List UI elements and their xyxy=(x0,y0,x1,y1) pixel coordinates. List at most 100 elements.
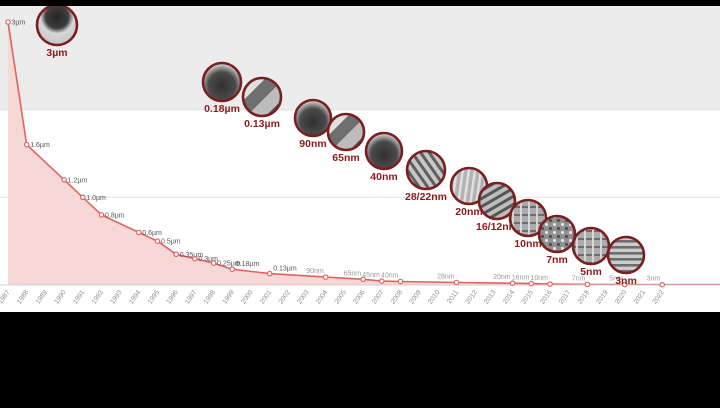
milestone-image xyxy=(606,235,646,275)
milestone-label: 28/22nm xyxy=(405,191,447,203)
point-label: 0.18µm xyxy=(236,261,260,268)
milestone-image xyxy=(405,149,447,191)
data-point-marker xyxy=(360,276,366,283)
data-point-marker xyxy=(547,281,553,287)
year-tick-label: 2015 xyxy=(521,289,536,306)
letterbox-bottom xyxy=(0,312,720,408)
year-tick-label: 2004 xyxy=(315,289,330,306)
point-label: 1.0µm xyxy=(86,195,106,202)
milestone-image xyxy=(326,112,366,152)
milestone-label: 7nm xyxy=(546,254,568,266)
data-point-marker xyxy=(80,194,86,201)
milestone-image xyxy=(241,76,283,118)
point-label: 3nm xyxy=(647,276,661,283)
point-label: 0.5µm xyxy=(161,239,181,246)
data-point-marker xyxy=(397,278,404,285)
point-label: 1.2µm xyxy=(68,177,88,184)
data-point-marker xyxy=(229,266,236,273)
data-point-marker xyxy=(584,281,591,288)
milestone: 7nm xyxy=(537,214,577,266)
year-tick-label: 1991 xyxy=(72,289,87,306)
point-label: 65nm xyxy=(344,270,362,277)
milestone: 10nm xyxy=(508,198,548,250)
year-tick-label: 2006 xyxy=(352,289,367,306)
point-label: 10nm xyxy=(530,275,548,282)
milestone: 40nm xyxy=(364,131,404,183)
year-tick-label: 2005 xyxy=(334,289,349,306)
year-tick-label: 2022 xyxy=(651,289,666,306)
point-label: 0.3µm xyxy=(198,256,218,263)
milestone: 3µm xyxy=(35,6,79,59)
point-label: 40nm xyxy=(381,273,399,280)
milestone-image xyxy=(571,226,611,266)
milestone: 0.13µm xyxy=(241,76,283,130)
data-point-marker xyxy=(659,281,666,288)
milestone-label: 10nm xyxy=(514,238,541,250)
point-label: 16nm xyxy=(512,275,530,282)
year-tick-label: 1995 xyxy=(147,289,162,306)
milestone-image xyxy=(201,61,243,103)
point-label: 0.6µm xyxy=(142,230,162,237)
year-tick-label: 2021 xyxy=(633,289,648,306)
data-point-marker xyxy=(136,229,142,236)
point-label: 0.35µm xyxy=(180,252,204,259)
milestone-label: 5nm xyxy=(580,266,602,278)
year-tick-label: 1992 xyxy=(91,289,106,306)
year-tick-label: 2003 xyxy=(296,289,311,306)
milestone-image xyxy=(35,6,79,47)
milestone: 65nm xyxy=(326,112,366,164)
milestone-image xyxy=(364,131,404,171)
milestone-label: 20nm xyxy=(455,206,482,218)
point-label: 20nm xyxy=(493,274,511,281)
point-label: 0.13µm xyxy=(273,266,297,273)
year-tick-label: 2010 xyxy=(427,289,442,306)
milestone-image xyxy=(508,198,548,238)
year-tick-label: 2012 xyxy=(465,289,480,306)
year-tick-label: 2020 xyxy=(614,289,629,306)
milestone: 16/12nm xyxy=(476,181,518,233)
data-point-marker xyxy=(509,280,516,287)
data-point-marker xyxy=(453,279,460,286)
data-point-marker xyxy=(98,212,105,218)
year-tick-label: 1988 xyxy=(16,289,31,306)
data-point-marker xyxy=(173,251,180,258)
year-tick-label: 1993 xyxy=(109,289,124,306)
year-tick-label: 2001 xyxy=(259,289,274,306)
milestone: 90nm xyxy=(293,98,333,150)
year-tick-label: 1994 xyxy=(128,289,143,306)
point-label: 0.8µm xyxy=(105,212,125,219)
year-tick-label: 2008 xyxy=(390,289,405,306)
data-point-marker xyxy=(322,274,329,280)
data-point-marker xyxy=(621,281,628,288)
point-label: 3µm xyxy=(12,20,26,27)
year-tick-label: 2017 xyxy=(558,289,573,306)
plot-band-upper xyxy=(0,6,720,110)
milestone: 28/22nm xyxy=(405,149,447,203)
data-point-marker xyxy=(154,238,161,245)
year-tick-label: 1996 xyxy=(165,289,180,306)
year-tick-label: 2009 xyxy=(408,289,423,306)
year-tick-label: 1999 xyxy=(222,289,237,306)
point-label: 90nm xyxy=(306,268,324,275)
milestone-label: 3nm xyxy=(615,275,637,287)
year-tick-label: 2019 xyxy=(595,289,610,306)
point-label: 45nm xyxy=(362,272,380,279)
year-tick-label: 2014 xyxy=(502,289,517,306)
milestone-image xyxy=(537,214,577,254)
milestone-label: 3µm xyxy=(46,47,67,59)
milestone: 5nm xyxy=(571,226,611,278)
year-tick-label: 2018 xyxy=(577,289,592,306)
milestone-label: 90nm xyxy=(299,138,326,150)
point-label: 5nm xyxy=(609,276,623,283)
point-label: 28nm xyxy=(437,274,455,281)
year-tick-label: 1990 xyxy=(53,289,68,306)
milestone: 0.18µm xyxy=(201,61,243,115)
trend-line xyxy=(7,21,720,286)
year-tick-label: 2002 xyxy=(278,289,293,306)
year-tick-label: 2011 xyxy=(446,289,460,305)
year-tick-label: 1987 xyxy=(0,289,12,306)
data-point-marker xyxy=(266,270,273,277)
year-tick-label: 2013 xyxy=(483,289,498,306)
area-fill xyxy=(8,22,720,285)
